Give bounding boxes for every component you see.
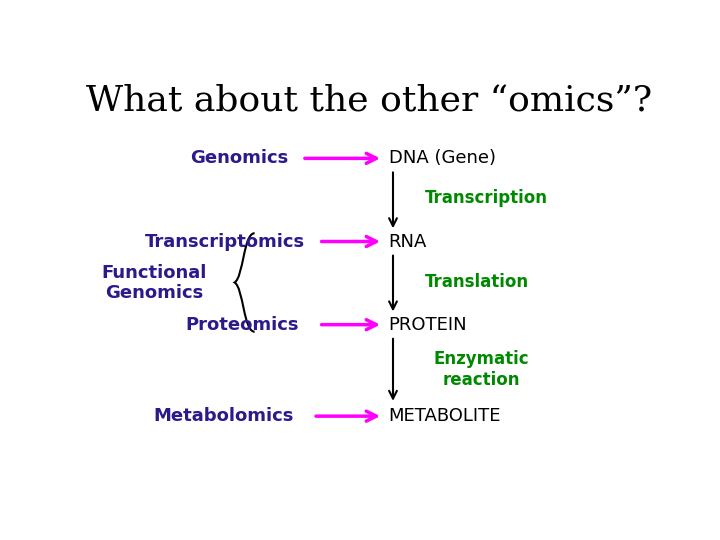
Text: Metabolomics: Metabolomics	[153, 407, 294, 425]
Text: What about the other “omics”?: What about the other “omics”?	[86, 84, 652, 118]
Text: Genomics: Genomics	[190, 150, 288, 167]
Text: Proteomics: Proteomics	[186, 316, 300, 334]
Text: Transcription: Transcription	[425, 189, 548, 207]
Text: Translation: Translation	[425, 273, 529, 291]
Text: RNA: RNA	[389, 233, 427, 251]
Text: PROTEIN: PROTEIN	[389, 316, 467, 334]
Text: METABOLITE: METABOLITE	[389, 407, 501, 425]
Text: Functional
Genomics: Functional Genomics	[102, 264, 207, 302]
Text: Transcriptomics: Transcriptomics	[145, 233, 305, 251]
Text: Enzymatic
reaction: Enzymatic reaction	[433, 350, 528, 389]
Text: DNA (Gene): DNA (Gene)	[389, 150, 495, 167]
